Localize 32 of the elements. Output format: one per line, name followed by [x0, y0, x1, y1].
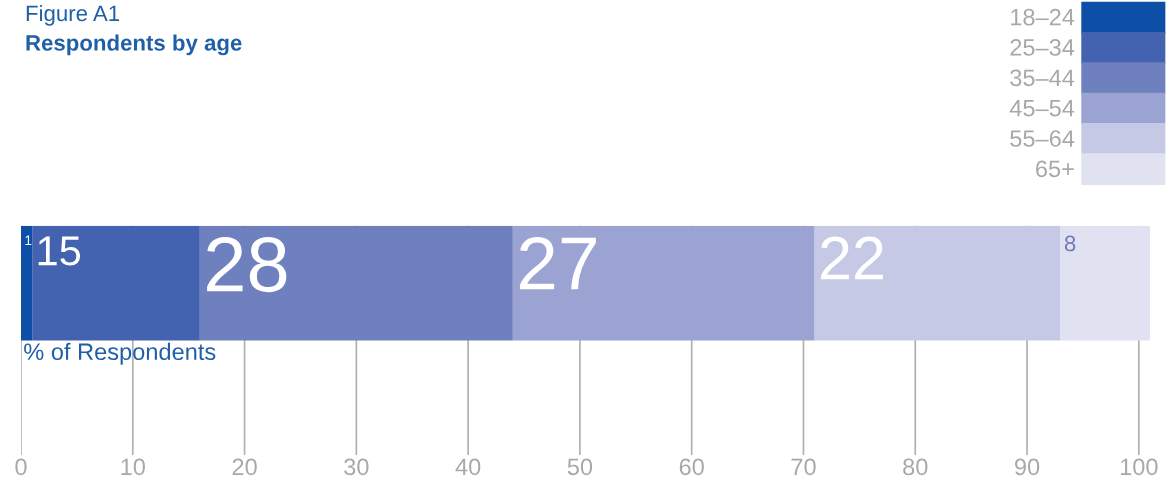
- legend-label: 55–64: [1010, 130, 1075, 147]
- data-label: 1: [25, 235, 32, 246]
- x-tick-label: 70: [791, 458, 816, 476]
- x-tick-label: 40: [455, 458, 481, 476]
- bar: [21, 225, 33, 341]
- bar: [32, 225, 200, 341]
- legend-label: 25–34: [1010, 39, 1075, 56]
- x-tick-label: 10: [121, 458, 145, 476]
- x-tick-label: 20: [232, 458, 257, 476]
- x-tick-label: 30: [344, 458, 369, 476]
- x-axis-title: % of Respondents: [24, 342, 216, 365]
- chart-subtitle: Respondents by age: [26, 34, 242, 56]
- data-label: 28: [207, 237, 287, 293]
- data-label: 22: [821, 236, 883, 280]
- chart-title: Figure A1: [26, 4, 120, 26]
- x-tick-label: 80: [903, 458, 928, 476]
- x-tick-label: 90: [1015, 458, 1040, 476]
- data-label: 15: [38, 236, 81, 266]
- data-label: 27: [519, 236, 596, 290]
- x-tick-label: 60: [679, 458, 704, 476]
- bar: [512, 225, 815, 341]
- bar: [1060, 225, 1150, 341]
- data-label: 8: [1064, 235, 1076, 252]
- x-tick-label: 100: [1120, 458, 1158, 476]
- bar: [199, 225, 513, 341]
- legend-label: 18–24: [1011, 8, 1075, 26]
- bar: [814, 225, 1061, 341]
- legend-label: 65+: [1036, 160, 1074, 178]
- x-tick-label: 50: [567, 458, 593, 476]
- legend-label: 45–54: [1009, 100, 1075, 117]
- x-tick-label: 0: [15, 458, 27, 476]
- legend-label: 35–44: [1010, 69, 1075, 87]
